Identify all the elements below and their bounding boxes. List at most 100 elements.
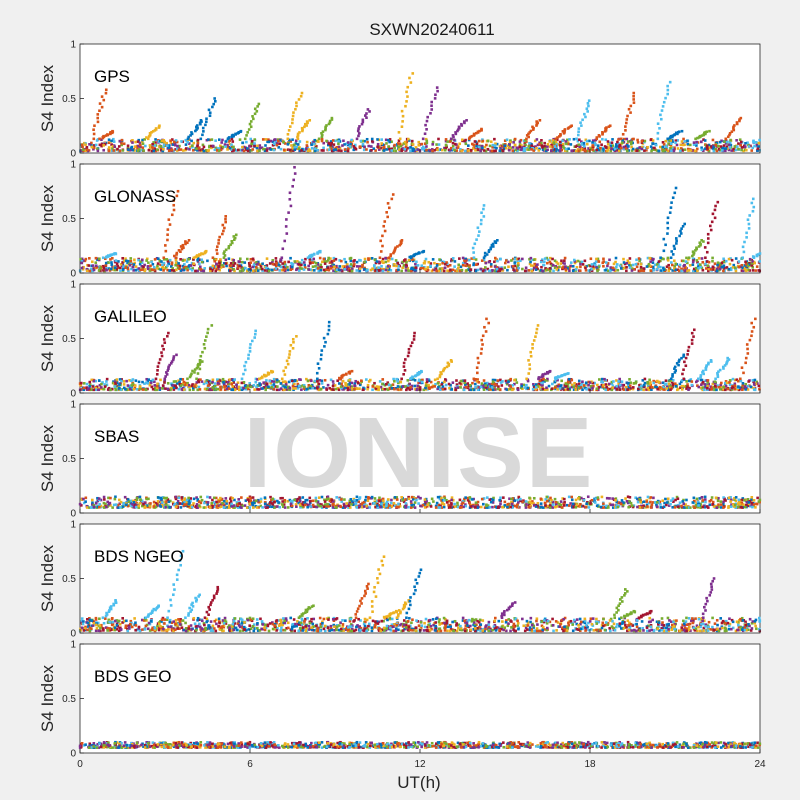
data-point — [560, 379, 563, 383]
data-point — [254, 380, 258, 384]
data-point — [105, 377, 109, 381]
data-point — [326, 332, 330, 336]
data-point — [230, 241, 234, 245]
data-point — [558, 387, 562, 390]
data-point — [93, 124, 96, 128]
data-point — [283, 239, 287, 243]
data-point — [261, 375, 264, 379]
data-point — [120, 142, 123, 145]
data-point — [396, 388, 400, 391]
data-point — [160, 351, 163, 354]
data-point — [459, 265, 463, 269]
data-point — [680, 147, 683, 150]
data-point — [386, 215, 389, 219]
data-point — [711, 256, 714, 260]
data-point — [204, 149, 208, 152]
data-point — [178, 380, 181, 384]
data-point — [663, 383, 667, 386]
data-point — [751, 260, 755, 263]
data-point — [397, 381, 400, 385]
data-point — [132, 263, 136, 266]
data-point — [591, 386, 594, 390]
data-point — [701, 380, 705, 384]
data-point — [473, 242, 477, 246]
data-point — [147, 148, 151, 152]
data-point — [675, 242, 678, 245]
data-point — [656, 387, 659, 391]
data-point — [752, 388, 756, 391]
data-point — [83, 259, 87, 263]
data-point — [495, 266, 498, 269]
data-point — [717, 385, 721, 389]
data-point — [177, 146, 180, 150]
data-point — [426, 388, 429, 391]
data-point — [444, 383, 448, 387]
data-point — [240, 377, 244, 381]
data-point — [459, 382, 463, 386]
data-point — [402, 259, 406, 262]
data-point — [582, 141, 586, 145]
data-point — [503, 143, 507, 146]
data-point — [171, 384, 175, 387]
data-point — [113, 266, 117, 270]
data-point — [405, 260, 408, 264]
scintillation-spike — [173, 239, 191, 260]
data-point — [188, 267, 192, 271]
data-point — [312, 252, 316, 256]
data-point — [116, 265, 120, 268]
data-point — [111, 129, 114, 133]
data-point — [733, 384, 737, 387]
data-point — [431, 140, 435, 144]
data-point — [532, 258, 536, 261]
data-point — [388, 257, 391, 261]
data-point — [458, 381, 462, 385]
data-point — [671, 253, 675, 256]
y-axis-label: S4 Index — [38, 184, 57, 252]
data-point — [755, 265, 759, 268]
data-point — [162, 147, 165, 151]
data-point — [629, 104, 633, 108]
data-point — [563, 146, 566, 150]
data-point — [648, 378, 651, 382]
data-point — [681, 142, 685, 145]
data-point — [463, 386, 466, 390]
data-point — [493, 260, 496, 264]
data-point — [566, 141, 570, 144]
data-point — [349, 264, 352, 268]
data-point — [134, 265, 138, 268]
data-point — [371, 267, 374, 271]
data-point — [315, 386, 319, 390]
data-point — [511, 149, 515, 152]
data-point — [175, 147, 179, 151]
data-point — [586, 110, 589, 113]
data-point — [166, 238, 169, 242]
data-point — [471, 381, 474, 385]
data-point — [491, 245, 495, 248]
data-point — [253, 142, 256, 145]
data-point — [246, 384, 250, 388]
data-point — [605, 126, 608, 129]
data-point — [695, 246, 698, 250]
data-point — [719, 145, 723, 148]
data-point — [142, 149, 145, 152]
data-point — [147, 261, 150, 264]
data-point — [109, 388, 112, 392]
data-point — [294, 142, 298, 145]
data-point — [471, 246, 475, 250]
y-tick-label: 0.5 — [62, 94, 76, 105]
data-point — [329, 388, 333, 391]
data-point — [718, 263, 721, 267]
data-point — [487, 260, 491, 264]
data-point — [291, 346, 295, 350]
data-point — [453, 265, 456, 268]
data-point — [164, 387, 167, 390]
data-point — [199, 378, 202, 381]
data-point — [342, 265, 346, 268]
data-point — [607, 146, 611, 149]
data-point — [382, 224, 386, 228]
data-point — [637, 149, 641, 152]
data-point — [161, 344, 164, 348]
data-point — [578, 269, 582, 272]
data-point — [266, 267, 269, 271]
data-point — [313, 138, 317, 142]
